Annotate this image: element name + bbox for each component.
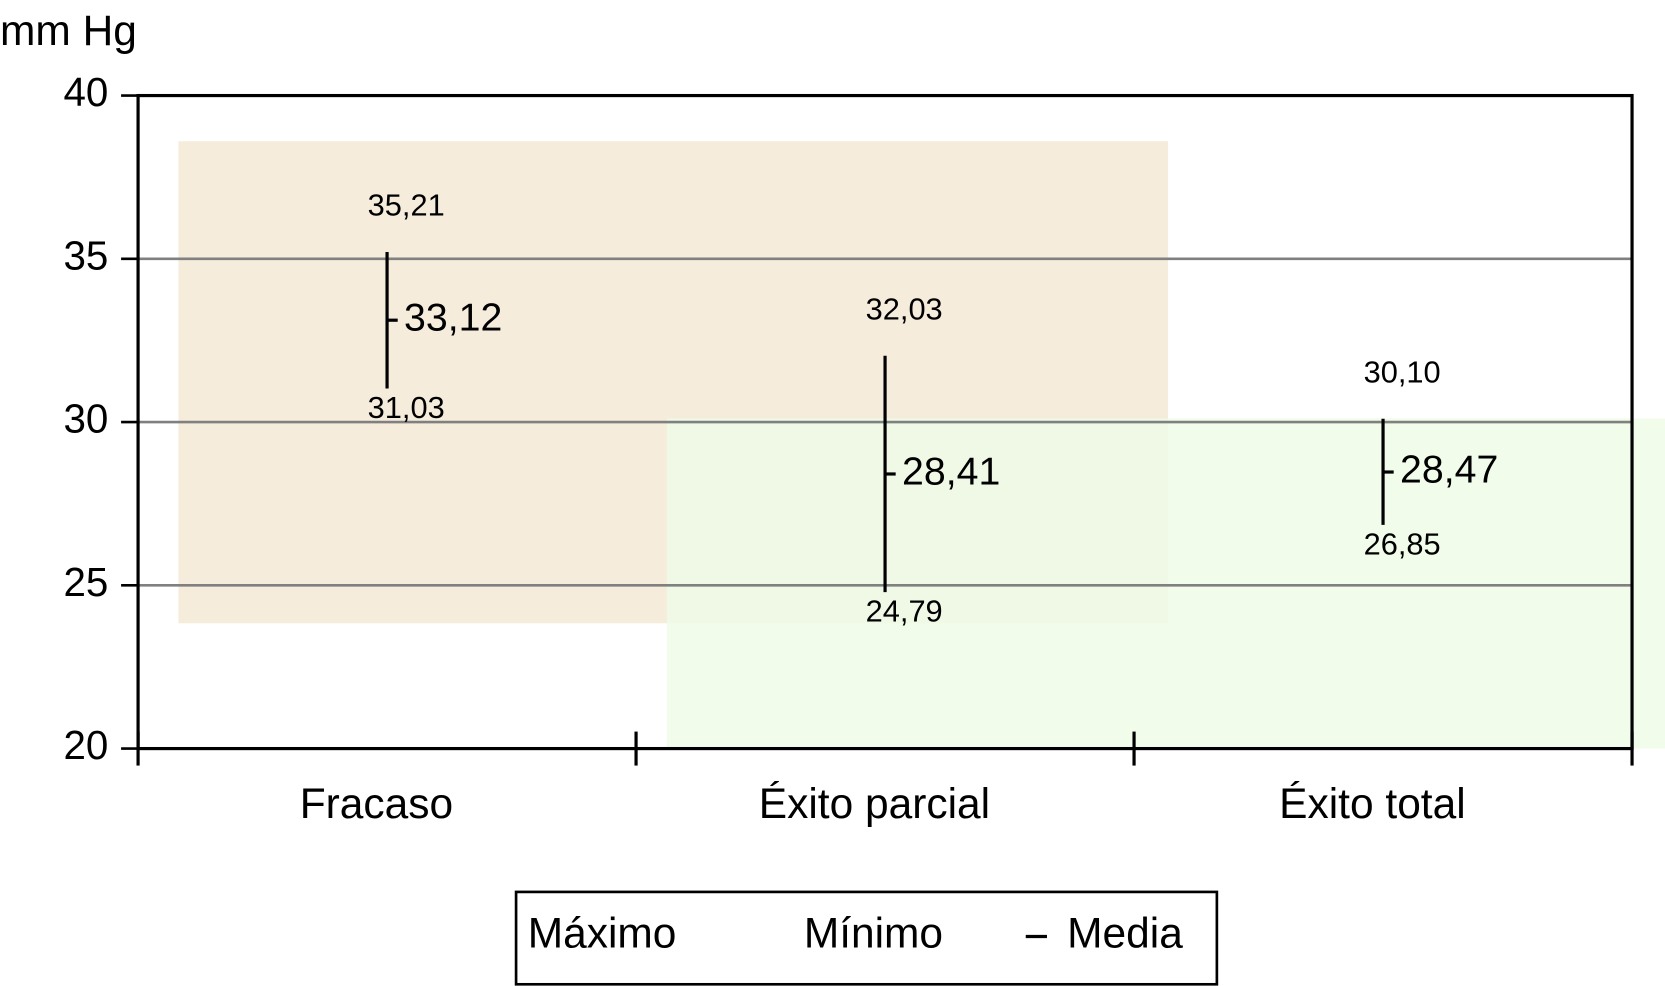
min-label: 31,03 [368, 390, 445, 425]
y-tick-label: 20 [63, 722, 108, 768]
max-label: 32,03 [866, 291, 943, 326]
y-axis-label: mm Hg [0, 7, 137, 54]
max-label: 35,21 [368, 188, 445, 223]
y-tick-label: 40 [63, 69, 108, 115]
plot-frame [136, 93, 1634, 751]
x-tick-label: Fracaso [300, 780, 453, 827]
legend-label: Media [1067, 910, 1183, 957]
min-label: 26,85 [1364, 526, 1441, 561]
min-label: 24,79 [866, 594, 943, 629]
x-tick-label: Éxito parcial [759, 780, 990, 827]
x-tick-label: Éxito total [1279, 780, 1466, 827]
legend-box [514, 890, 1219, 986]
y-tick-label: 30 [63, 396, 108, 442]
mean-label: 28,41 [902, 449, 1000, 493]
legend-label: Máximo [528, 910, 677, 957]
y-tick-label: 25 [63, 559, 108, 605]
plot: 20 25 30 35 40 Fracaso 35,21 31,03 33,12 Éxito pa… [63, 69, 1634, 957]
max-label: 30,10 [1364, 354, 1441, 389]
y-tick-label: 35 [63, 232, 108, 278]
background-band [666, 418, 1665, 749]
legend-label: Mínimo [804, 910, 943, 957]
mean-label: 28,47 [1400, 447, 1498, 491]
mean-label: 33,12 [404, 296, 502, 340]
